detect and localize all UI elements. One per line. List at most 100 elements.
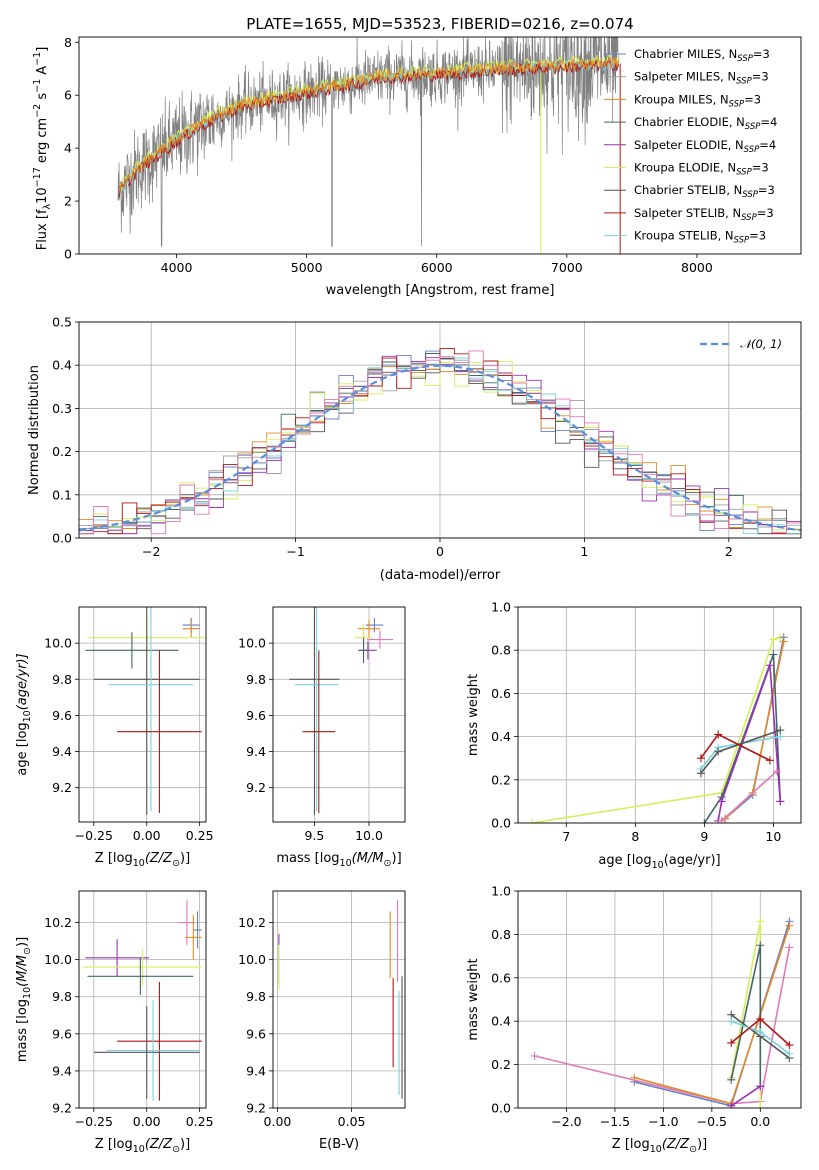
spectrum-ytick-label: 6 bbox=[64, 88, 72, 103]
spectrum-legend-label: Salpeter ELODIE, NSSP=4 bbox=[634, 138, 776, 155]
massweight-vs-age-marker bbox=[779, 637, 788, 646]
age-vs-metallicity-panel: −0.25 0.00 0.25 9.2 9.4 9.6 9.8 10.0 Z [log10​(Z… bbox=[15, 606, 214, 869]
massweight-vs-Z-marker bbox=[756, 941, 765, 950]
massweight-vs-Z-ytick-label: 0.2 bbox=[491, 1057, 511, 1072]
spectrum-legend-label: Kroupa ELODIE, NSSP=3 bbox=[634, 161, 769, 178]
residuals-frame bbox=[78, 321, 802, 539]
massweight-vs-age-xlabel: age [log10​(age/yr)] bbox=[598, 853, 720, 871]
massweight-vs-age-marker bbox=[776, 797, 785, 806]
massweight-vs-age-ytick-label: 0.2 bbox=[491, 772, 511, 787]
massweight-vs-age-ytick-label: 1.0 bbox=[491, 600, 511, 615]
spectrum-ytick-label: 8 bbox=[64, 35, 72, 50]
age-vs-Z-xlabel: Z [log10​(Z/Z⊙​)] bbox=[95, 851, 190, 869]
massweight-vs-Z-xtick-label: −2.0 bbox=[551, 1114, 581, 1129]
massweight-vs-Z-series-line bbox=[730, 945, 762, 1087]
mass-vs-Z-xtick-label: 0.25 bbox=[186, 1114, 214, 1129]
age-vs-mass-ytick-label: 9.2 bbox=[246, 780, 266, 795]
residuals-panel: −2 −1 0 1 2 0.0 0.1 0.2 0.3 0.4 0.5 𝒩(0, 1) (data-mo… bbox=[27, 315, 802, 583]
residuals-histogram bbox=[79, 360, 801, 535]
spectrum-model-line bbox=[118, 53, 620, 191]
massweight-vs-Z-ytick-label: 0.0 bbox=[491, 1101, 511, 1116]
spectrum-frame bbox=[78, 36, 802, 255]
spectrum-model-line bbox=[118, 58, 620, 197]
spectrum-legend-label: Salpeter STELIB, NSSP=3 bbox=[634, 206, 774, 223]
mass-vs-EBV-ytick-label: 9.6 bbox=[246, 1026, 266, 1041]
massweight-vs-age-marker bbox=[717, 797, 726, 806]
massweight-vs-Z-marker bbox=[785, 921, 794, 930]
massweight-vs-Z-series-line bbox=[534, 947, 791, 1105]
residuals-histogram bbox=[79, 350, 801, 535]
massweight-vs-age-ytick-label: 0.0 bbox=[491, 816, 511, 831]
massweight-vs-age-marker bbox=[527, 819, 536, 823]
mass-vs-Z-ytick-label: 9.4 bbox=[52, 1063, 72, 1078]
massweight-vs-age-panel: 7 8 9 10 0.0 0.2 0.4 0.6 0.8 1.0 age [log10​(age/y… bbox=[466, 600, 802, 871]
mass-vs-ebv-panel: 0.00 0.05 9.2 9.4 9.6 9.8 10.0 10.2 E(B-V) bbox=[238, 890, 406, 1152]
mass-vs-EBV-ytick-label: 9.8 bbox=[246, 989, 266, 1004]
massweight-vs-metallicity-panel: −2.0 −1.5 −1.0 −0.5 0.0 0.0 0.2 0.4 0.6 0.8 1.0 Z [… bbox=[466, 884, 802, 1155]
massweight-vs-age-marker bbox=[700, 819, 709, 823]
massweight-vs-age-marker bbox=[696, 769, 705, 778]
mass-vs-EBV-ytick-label: 10.2 bbox=[238, 915, 266, 930]
residuals-xtick-label: −2 bbox=[142, 544, 160, 559]
residuals-ylabel: Normed distribution bbox=[27, 365, 42, 495]
age-vs-mass-ytick-label: 10.0 bbox=[238, 636, 266, 651]
age-vs-Z-ytick-label: 9.8 bbox=[52, 672, 72, 687]
massweight-vs-age-ytick-label: 0.6 bbox=[491, 686, 511, 701]
massweight-vs-age-marker bbox=[696, 754, 705, 763]
spectrum-xtick-label: 4000 bbox=[161, 260, 193, 275]
spectrum-legend-label: Chabrier STELIB, NSSP=3 bbox=[634, 183, 775, 200]
massweight-vs-Z-marker bbox=[756, 1028, 765, 1037]
spectrum-ytick-label: 4 bbox=[64, 141, 72, 156]
massweight-vs-Z-marker bbox=[630, 1073, 639, 1082]
age-vs-mass-ytick-label: 9.6 bbox=[246, 708, 266, 723]
massweight-vs-Z-marker bbox=[756, 917, 765, 926]
massweight-vs-age-ytick-label: 0.4 bbox=[491, 729, 511, 744]
mass-vs-Z-xtick-label: −0.25 bbox=[75, 1114, 113, 1129]
massweight-vs-Z-marker bbox=[785, 1049, 794, 1058]
massweight-vs-Z-marker bbox=[727, 1075, 736, 1084]
mass-vs-Z-ylabel: mass [log10​(M/M⊙​)] bbox=[15, 937, 33, 1062]
massweight-vs-age-series-line bbox=[531, 636, 781, 823]
massweight-vs-age-series-line bbox=[703, 654, 782, 823]
massweight-vs-Z-ytick-label: 0.6 bbox=[491, 970, 511, 985]
massweight-vs-Z-xlabel: Z [log10​(Z/Z⊙​)] bbox=[612, 1137, 707, 1155]
residuals-xtick-label: 2 bbox=[725, 544, 733, 559]
massweight-vs-age-marker bbox=[769, 635, 778, 644]
massweight-vs-Z-xtick-label: −1.5 bbox=[600, 1114, 630, 1129]
residuals-xtick-label: 1 bbox=[580, 544, 588, 559]
massweight-vs-Z-xtick-label: −0.5 bbox=[697, 1114, 727, 1129]
massweight-vs-Z-ytick-label: 1.0 bbox=[491, 884, 511, 899]
residuals-ytick-label: 0.1 bbox=[52, 487, 72, 502]
massweight-vs-Z-marker bbox=[785, 943, 794, 952]
residuals-ytick-label: 0.2 bbox=[52, 444, 72, 459]
spectrum-legend-label: Chabrier MILES, NSSP=3 bbox=[634, 47, 770, 64]
age-vs-Z-ylabel: age [log10​(age/yr)] bbox=[15, 653, 33, 775]
mass-vs-Z-ytick-label: 10.2 bbox=[44, 915, 72, 930]
massweight-vs-Z-marker bbox=[756, 1082, 765, 1091]
age-vs-Z-ytick-label: 9.4 bbox=[52, 744, 72, 759]
age-vs-mass-frame bbox=[272, 606, 406, 823]
mass-vs-Z-ytick-label: 9.8 bbox=[52, 989, 72, 1004]
massweight-vs-Z-marker bbox=[756, 1015, 765, 1024]
massweight-vs-age-marker bbox=[765, 661, 774, 670]
spectrum-xtick-label: 8000 bbox=[681, 260, 713, 275]
massweight-vs-Z-marker bbox=[727, 1017, 736, 1026]
massweight-vs-Z-xtick-label: −1.0 bbox=[648, 1114, 678, 1129]
mass-vs-Z-ytick-label: 10.0 bbox=[44, 952, 72, 967]
age-vs-mass-xtick-label: 9.5 bbox=[305, 828, 325, 843]
spectrum-data-line bbox=[117, 37, 620, 247]
mass-vs-Z-xtick-label: 0.00 bbox=[133, 1114, 161, 1129]
mass-vs-EBV-ytick-label: 9.4 bbox=[246, 1063, 266, 1078]
residuals-xlabel: (data-model)/error bbox=[380, 568, 501, 583]
massweight-vs-age-ytick-label: 0.8 bbox=[491, 643, 511, 658]
massweight-vs-age-marker bbox=[714, 730, 723, 739]
spectrum-panel: 4000 5000 6000 7000 8000 0 2 4 6 8 wavelength [Ang… bbox=[32, 35, 802, 298]
spectrum-ylabel: Flux [fλ​10−17​ erg cm−2​ s−1​ A−1​] bbox=[32, 47, 53, 251]
age-vs-Z-xtick-label: 0.25 bbox=[186, 828, 214, 843]
massweight-vs-Z-marker bbox=[530, 1051, 539, 1060]
spectrum-xtick-label: 7000 bbox=[551, 260, 583, 275]
residuals-gaussian-line bbox=[78, 364, 802, 532]
massweight-vs-age-xtick-label: 10 bbox=[765, 829, 781, 844]
massweight-vs-Z-ytick-label: 0.4 bbox=[491, 1014, 511, 1029]
